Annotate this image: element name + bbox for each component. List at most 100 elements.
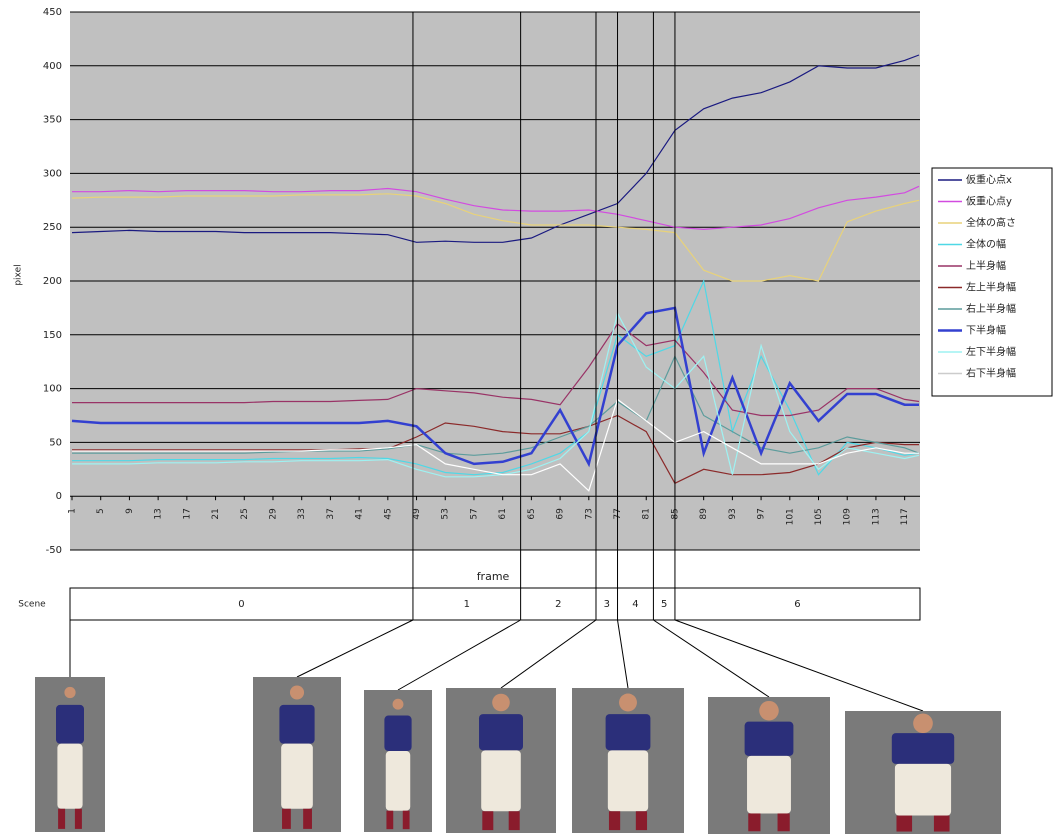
y-tick-label: 350 xyxy=(43,115,62,126)
head xyxy=(913,713,933,733)
torso xyxy=(606,714,651,750)
x-tick-label: 109 xyxy=(843,508,853,525)
x-tick-label: 105 xyxy=(814,508,824,525)
scene-name: 5 xyxy=(661,599,667,610)
sock-r xyxy=(934,816,950,832)
x-tick-label: 49 xyxy=(412,508,422,520)
x-tick-label: 101 xyxy=(785,508,795,525)
x-tick-label: 73 xyxy=(584,508,594,519)
x-tick-label: 25 xyxy=(240,508,250,519)
x-tick-label: 37 xyxy=(326,508,336,519)
x-tick-label: 117 xyxy=(900,508,910,525)
x-tick-label: 113 xyxy=(871,508,881,525)
sock-r xyxy=(75,809,82,829)
photo-connector xyxy=(501,620,596,688)
sock-r xyxy=(509,811,520,830)
x-tick-label: 33 xyxy=(297,508,307,519)
y-tick-label: 150 xyxy=(43,330,62,341)
x-tick-label: 57 xyxy=(469,508,479,519)
sock-l xyxy=(386,811,393,829)
legs xyxy=(747,756,791,814)
legs xyxy=(608,750,648,811)
y-tick-label: 250 xyxy=(43,222,62,233)
legs xyxy=(895,764,951,816)
x-tick-label: 97 xyxy=(757,508,767,519)
torso xyxy=(279,705,314,744)
photo xyxy=(364,690,432,832)
legend-label: 全体の高さ xyxy=(966,216,1016,229)
x-tick-label: 81 xyxy=(642,508,652,519)
torso xyxy=(892,733,954,764)
x-tick-label: 65 xyxy=(527,508,537,519)
x-tick-label: 5 xyxy=(96,508,106,514)
photo-connector xyxy=(653,620,769,697)
scene-name: 6 xyxy=(794,599,800,610)
head xyxy=(492,694,510,712)
head xyxy=(619,694,637,712)
x-tick-label: 45 xyxy=(383,508,393,519)
x-tick-label: 1 xyxy=(68,508,78,514)
torso xyxy=(384,716,411,752)
scene-name: 0 xyxy=(238,599,244,610)
scene-label: Scene xyxy=(18,600,46,610)
legs xyxy=(481,750,521,811)
photo xyxy=(35,677,105,832)
legend-label: 右上半身幅 xyxy=(966,302,1016,315)
x-axis-title: frame xyxy=(477,570,510,583)
y-tick-label: 300 xyxy=(43,168,62,179)
sock-l xyxy=(482,811,493,830)
y-tick-label: 0 xyxy=(56,491,62,502)
torso xyxy=(745,722,794,756)
photo xyxy=(845,711,1001,834)
legs xyxy=(57,744,82,809)
legend-label: 仮重心点y xyxy=(966,195,1012,208)
x-tick-label: 61 xyxy=(498,508,508,519)
scene-name: 1 xyxy=(464,599,470,610)
x-tick-label: 17 xyxy=(182,508,192,519)
sock-r xyxy=(636,811,647,830)
sock-l xyxy=(282,809,291,829)
photo-connector xyxy=(618,620,628,688)
y-tick-label: -50 xyxy=(46,545,62,556)
legend-label: 全体の幅 xyxy=(966,238,1006,251)
x-tick-label: 53 xyxy=(441,508,451,519)
photo xyxy=(572,688,684,833)
legs xyxy=(386,751,410,811)
head xyxy=(290,685,304,699)
legend-label: 左下半身幅 xyxy=(966,345,1016,358)
photo xyxy=(253,677,341,832)
x-tick-label: 21 xyxy=(211,508,221,519)
y-tick-label: 50 xyxy=(49,437,62,448)
sock-r xyxy=(303,809,312,829)
x-tick-label: 41 xyxy=(355,508,365,519)
photo-connector xyxy=(398,620,521,690)
x-tick-label: 9 xyxy=(125,508,135,514)
photo-connector xyxy=(297,620,413,677)
scene-name: 4 xyxy=(632,599,638,610)
legend-label: 右下半身幅 xyxy=(966,367,1016,380)
chart: frame pixel Scene -500501001502002503003… xyxy=(0,0,1056,837)
sock-r xyxy=(778,813,790,831)
y-tick-label: 400 xyxy=(43,61,62,72)
x-tick-label: 93 xyxy=(728,508,738,519)
legend-label: 下半身幅 xyxy=(966,324,1006,337)
sock-r xyxy=(403,811,410,829)
x-tick-label: 13 xyxy=(154,508,164,519)
head xyxy=(393,699,404,710)
scene-bar xyxy=(70,588,920,620)
legend-label: 上半身幅 xyxy=(966,259,1006,272)
x-tick-label: 69 xyxy=(556,508,566,520)
photo xyxy=(708,697,830,834)
y-tick-label: 200 xyxy=(43,276,62,287)
legs xyxy=(281,744,313,809)
x-tick-label: 89 xyxy=(699,508,709,520)
y-tick-label: 100 xyxy=(43,384,62,395)
torso xyxy=(479,714,523,750)
head xyxy=(759,701,779,721)
sock-l xyxy=(748,813,760,831)
sock-l xyxy=(58,809,65,829)
photo xyxy=(446,688,556,833)
scene-name: 2 xyxy=(555,599,561,610)
sock-l xyxy=(896,816,912,832)
y-axis-title: pixel xyxy=(14,264,24,285)
